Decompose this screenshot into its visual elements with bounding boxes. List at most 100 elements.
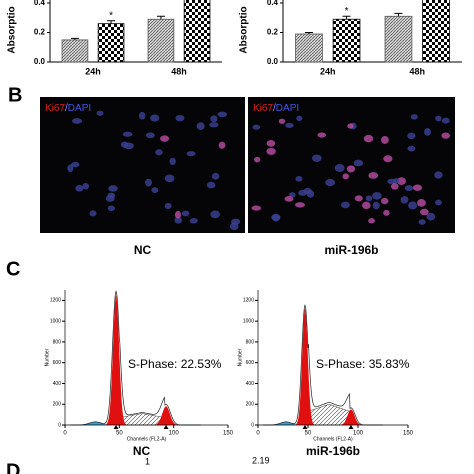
stain-label-part: Ki67 (45, 103, 65, 114)
peak-marker (113, 425, 119, 429)
nucleus (218, 141, 226, 149)
nucleus (407, 145, 416, 152)
nucleus (253, 156, 261, 163)
nucleus (289, 192, 296, 198)
panel-label: D (6, 460, 20, 474)
nucleus (404, 185, 414, 192)
nucleus (229, 222, 239, 231)
y-axis-label: Number (44, 348, 50, 366)
stain-label-part: Ki67 (253, 103, 273, 114)
nucleus (266, 147, 276, 155)
nucleus (96, 110, 104, 116)
nucleus (407, 132, 416, 140)
y-axis-label: Absorptio (239, 6, 250, 53)
nucleus (181, 210, 190, 217)
nucleus (175, 114, 185, 122)
nucleus (189, 217, 198, 224)
significance-label: * (345, 6, 349, 17)
error-bar (156, 15, 165, 20)
bar (384, 15, 413, 63)
nucleus (434, 171, 443, 179)
nucleus (397, 177, 406, 185)
x-tick-label: 24h (320, 66, 336, 76)
g1-peak (106, 295, 126, 425)
nucleus (72, 118, 83, 124)
x-tick-label: 100 (353, 431, 364, 437)
panel-d-text: 2.19 (252, 455, 270, 465)
x-tick-label: 50 (116, 431, 123, 437)
nucleus (67, 164, 74, 173)
nucleus (186, 151, 196, 157)
y-tick-label: 0 (251, 422, 254, 428)
debris (75, 421, 114, 425)
y-tick-label: 200 (246, 402, 255, 408)
bar (295, 33, 323, 63)
nucleus (138, 111, 146, 120)
nucleus (340, 201, 350, 209)
nucleus (408, 201, 418, 210)
nucleus (150, 114, 160, 122)
peak-marker (348, 425, 354, 429)
nucleus (252, 124, 261, 130)
peak-marker (302, 425, 308, 429)
stain-label-part: / (65, 103, 68, 114)
nucleus (217, 111, 228, 118)
nucleus (296, 115, 303, 121)
nucleus (284, 195, 294, 202)
x-tick-label: 150 (223, 431, 234, 437)
bar (183, 0, 211, 63)
bar (332, 18, 361, 63)
stain-label: Ki67/DAPI (253, 103, 299, 114)
nucleus (122, 131, 133, 137)
nucleus (317, 132, 327, 138)
nucleus (120, 141, 129, 148)
nucleus (354, 195, 363, 202)
nucleus (353, 159, 364, 167)
nucleus (285, 122, 294, 128)
x-tick-label: 50 (305, 431, 312, 437)
nucleus (155, 149, 163, 156)
y-tick-label: 1200 (243, 298, 254, 304)
caption: miR-196b (306, 444, 360, 458)
stain-label-part: DAPI (276, 103, 299, 114)
nucleus (210, 210, 220, 219)
nucleus (298, 189, 308, 196)
y-tick-label: 200 (53, 402, 62, 408)
nucleus (334, 164, 345, 172)
nucleus (164, 202, 172, 209)
y-tick-label: 0.0 (267, 57, 279, 66)
nucleus (380, 197, 389, 205)
x-axis-label: Channels (FL2-A) (313, 436, 353, 442)
bar (147, 18, 175, 63)
significance-label: * (109, 10, 113, 21)
nucleus (380, 135, 389, 144)
panel-label: C (6, 258, 20, 280)
nucleus (151, 187, 159, 193)
nucleus (441, 117, 450, 124)
nucleus (346, 165, 356, 173)
nucleus (383, 209, 390, 216)
x-tick-label: 0 (256, 431, 260, 437)
nucleus (278, 118, 286, 124)
error-bar (70, 37, 79, 40)
g2-peak (340, 409, 362, 425)
nucleus (410, 114, 418, 120)
stain-label: Ki67/DAPI (45, 103, 91, 114)
nucleus (418, 219, 426, 225)
nucleus (400, 196, 409, 204)
bar (97, 23, 125, 63)
nucleus (209, 122, 219, 128)
nucleus (372, 201, 380, 210)
nucleus (210, 115, 218, 123)
nucleus (251, 205, 262, 211)
nucleus (372, 192, 382, 200)
y-tick-label: 0.0 (34, 57, 46, 66)
nucleus (441, 132, 451, 139)
nucleus (424, 127, 431, 136)
y-tick-label: 800 (246, 339, 255, 345)
y-tick-label: 400 (53, 381, 62, 387)
x-tick-label: 0 (63, 431, 67, 437)
nucleus (164, 174, 175, 183)
peak-marker (163, 425, 169, 429)
nucleus (107, 205, 116, 212)
